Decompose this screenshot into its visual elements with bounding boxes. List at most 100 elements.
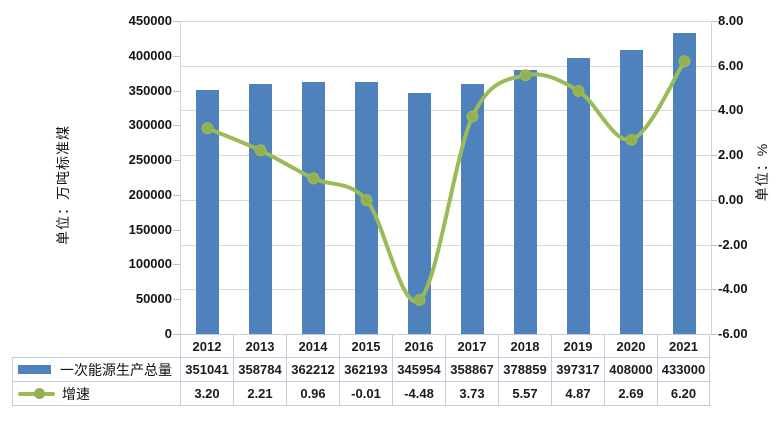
bar-2014	[302, 82, 325, 334]
growth-marker-2012	[201, 122, 214, 135]
gridline	[181, 199, 711, 201]
right-axis-tick-label: 4.00	[718, 102, 744, 118]
production-cell-2018: 378859	[498, 358, 551, 381]
growth-cell-2018: 5.57	[498, 382, 551, 405]
left-axis-tick-mark	[173, 160, 180, 162]
line-series-legend-swatch	[18, 388, 55, 399]
growth-line-path	[205, 59, 687, 304]
right-axis-tick-mark	[710, 65, 717, 67]
year-cell-2021: 2021	[657, 335, 710, 357]
growth-line-chart	[201, 55, 691, 306]
year-cell-2015: 2015	[339, 335, 392, 357]
growth-cell-2016: -4.48	[392, 382, 445, 405]
line-series-legend-label: 增速	[62, 385, 90, 402]
growth-cell-2021: 6.20	[657, 382, 710, 405]
left-axis-tick-label: 200000	[128, 186, 172, 202]
left-axis-tick-mark	[173, 21, 180, 22]
bar-series-legend-swatch	[18, 365, 51, 374]
left-axis-title: 单位：万吨标准煤	[55, 125, 71, 245]
bar-2019	[567, 57, 590, 334]
bar-2018	[514, 70, 537, 334]
production-cell-2015: 362193	[339, 358, 392, 381]
right-axis-tick-mark	[710, 110, 717, 112]
gridline	[181, 244, 711, 246]
left-axis-tick-label: 50000	[135, 291, 172, 307]
left-axis-tick-label: 350000	[128, 82, 172, 98]
growth-marker-2013	[254, 144, 267, 157]
plot-area	[180, 21, 712, 335]
left-axis-tick-label: 300000	[128, 117, 172, 133]
year-cell-2014: 2014	[286, 335, 339, 357]
growth-marker-2016	[413, 294, 426, 306]
production-cell-2017: 358867	[445, 358, 498, 381]
table-growth-row: 增速 3.20 2.21 0.96 -0.01 -4.48 3.73 5.57 4.87 2.6…	[12, 381, 711, 406]
year-cell-2018: 2018	[498, 335, 551, 357]
bar-2012	[196, 89, 219, 334]
production-cell-2012: 351041	[180, 358, 233, 381]
gridline	[181, 65, 711, 67]
left-axis-tick-mark	[173, 125, 180, 127]
bar-2021	[673, 32, 696, 334]
gridline	[181, 155, 711, 157]
left-axis-tick-label: 100000	[128, 256, 172, 272]
gridline	[181, 289, 711, 291]
right-axis-tick-label: -6.00	[718, 326, 748, 341]
production-cell-2021: 433000	[657, 358, 710, 381]
right-axis-tick-label: 2.00	[718, 147, 744, 163]
right-axis-tick-mark	[710, 155, 717, 157]
left-axis-tick-mark	[173, 264, 180, 266]
right-axis-tick-mark	[710, 334, 717, 335]
left-axis-tick-label: 0	[164, 326, 172, 341]
left-axis-tick-mark	[173, 194, 180, 196]
right-axis-tick-mark	[710, 244, 717, 246]
left-axis-tick-mark	[173, 299, 180, 301]
year-cell-2019: 2019	[551, 335, 604, 357]
production-cell-2013: 358784	[233, 358, 286, 381]
bar-2016	[408, 93, 431, 334]
bar-series-legend-label: 一次能源生产总量	[60, 361, 172, 378]
bar-2017	[461, 84, 484, 334]
growth-cell-2019: 4.87	[551, 382, 604, 405]
growth-cell-2015: -0.01	[339, 382, 392, 405]
bar-2015	[355, 82, 378, 334]
left-axis-tick-mark	[173, 229, 180, 231]
growth-cell-2020: 2.69	[604, 382, 657, 405]
year-cell-2020: 2020	[604, 335, 657, 357]
growth-marker-2020	[625, 133, 638, 146]
bar-2020	[620, 50, 643, 334]
right-axis-tick-label: -2.00	[718, 236, 748, 252]
right-axis-tick-label: 6.00	[718, 57, 744, 73]
growth-cell-2013: 2.21	[233, 382, 286, 405]
left-axis-tick-mark	[173, 90, 180, 92]
year-cell-2017: 2017	[445, 335, 498, 357]
year-cell-2013: 2013	[233, 335, 286, 357]
table-production-row: 一次能源生产总量 351041 358784 362212 362193 345954 3…	[12, 357, 711, 381]
growth-marker-2021	[678, 55, 691, 68]
growth-cell-2012: 3.20	[180, 382, 233, 405]
growth-marker-2019	[572, 85, 585, 97]
legend-item-growth: 增速	[12, 382, 180, 405]
production-cell-2014: 362212	[286, 358, 339, 381]
left-axis-tick-label: 250000	[128, 152, 172, 168]
growth-cell-2014: 0.96	[286, 382, 339, 405]
year-cell-2016: 2016	[392, 335, 445, 357]
right-axis-tick-label: -4.00	[718, 281, 748, 297]
growth-marker-2017	[466, 110, 479, 123]
left-axis-tick-label: 450000	[128, 13, 172, 28]
left-axis-tick-label: 400000	[128, 47, 172, 63]
growth-marker-2014	[307, 172, 320, 185]
gridline	[181, 110, 711, 112]
production-cell-2020: 408000	[604, 358, 657, 381]
right-axis-tick-label: 8.00	[718, 13, 744, 28]
left-axis-tick-label: 150000	[128, 221, 172, 237]
legend-item-production: 一次能源生产总量	[12, 358, 180, 381]
growth-cell-2017: 3.73	[445, 382, 498, 405]
year-cell-2012: 2012	[180, 335, 233, 357]
growth-marker-2018	[519, 69, 532, 82]
left-axis-tick-mark	[173, 55, 180, 57]
right-axis-title: 单位：%	[754, 142, 770, 202]
growth-marker-2015	[360, 194, 373, 207]
production-cell-2016: 345954	[392, 358, 445, 381]
gridline	[181, 21, 711, 22]
